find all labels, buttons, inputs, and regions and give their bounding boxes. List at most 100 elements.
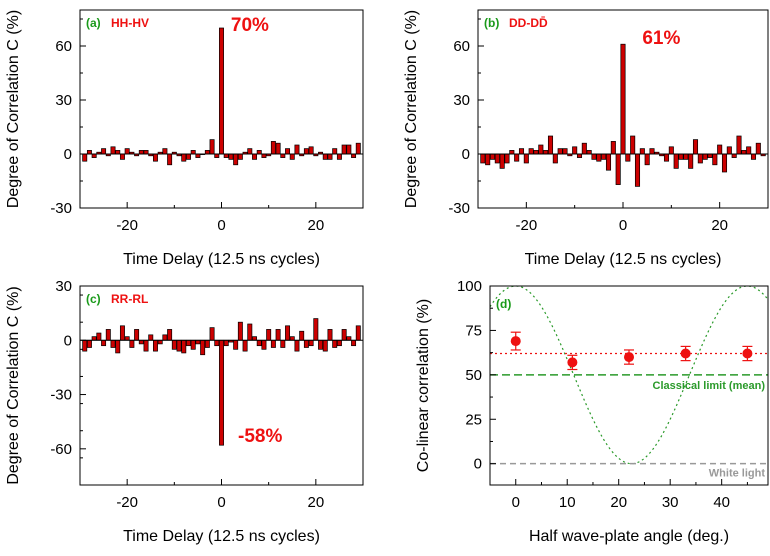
bar	[499, 153, 505, 169]
bar	[678, 153, 684, 160]
bar	[625, 153, 631, 162]
bar	[181, 153, 187, 162]
bar	[755, 142, 761, 155]
bar	[105, 329, 111, 341]
bar	[523, 153, 529, 164]
x-tick-label: 0	[217, 217, 225, 234]
bar	[313, 318, 319, 341]
cos-squared-curve	[489, 285, 769, 465]
bar	[152, 153, 158, 162]
bar	[134, 329, 140, 341]
bar	[596, 153, 602, 162]
bar	[157, 339, 163, 345]
bar	[110, 146, 116, 155]
x-tick-label: 10	[559, 494, 576, 511]
bar	[355, 325, 361, 341]
bar	[630, 135, 636, 155]
bar	[247, 148, 253, 155]
y-tick-label: -30	[448, 200, 470, 217]
bar	[620, 43, 626, 155]
data-point	[680, 348, 691, 359]
y-tick-label: 30	[453, 92, 470, 109]
x-tick-label: 30	[662, 494, 679, 511]
bar	[489, 153, 496, 160]
bar	[101, 339, 107, 347]
y-tick-label: -30	[50, 387, 72, 404]
bar	[280, 339, 286, 348]
bar	[204, 150, 210, 155]
panel-series-label: DD-DD̄	[509, 16, 548, 30]
bar	[82, 153, 88, 162]
bar	[712, 153, 718, 166]
x-tick-label: 40	[713, 494, 730, 511]
bar	[591, 153, 597, 160]
y-tick-label: 30	[55, 278, 72, 295]
bar	[683, 153, 689, 160]
bar	[581, 142, 587, 155]
bar	[138, 150, 144, 155]
panel-id-label: (b)	[484, 16, 499, 30]
bar	[717, 144, 723, 155]
bar	[480, 153, 486, 164]
x-axis-label: Time Delay (12.5 ns cycles)	[123, 528, 320, 545]
x-tick-label: 20	[307, 217, 324, 234]
bar	[204, 339, 210, 348]
x-tick-label: -20	[116, 217, 138, 234]
bar	[668, 146, 674, 155]
bar	[494, 153, 500, 164]
bar	[176, 339, 182, 352]
bar	[557, 148, 563, 155]
bar	[721, 153, 728, 173]
bar	[299, 330, 305, 341]
bar	[252, 153, 257, 160]
bar	[223, 339, 229, 347]
y-tick-label: 30	[55, 92, 72, 109]
bar	[688, 153, 694, 169]
bar	[547, 135, 554, 155]
bar	[726, 146, 732, 155]
panel-id-label: (a)	[86, 16, 101, 30]
bar	[736, 135, 742, 155]
bar	[294, 339, 300, 352]
bar	[138, 339, 144, 345]
chart-panel-b: -20 0 20 -30 0 30 60 Time Delay (12.5 ns cycles…	[403, 9, 769, 268]
bar	[266, 329, 272, 341]
bar	[171, 339, 177, 350]
bar	[233, 153, 239, 166]
bar	[308, 339, 314, 347]
x-tick-label: 0	[619, 217, 627, 234]
bar	[639, 148, 645, 155]
bar	[129, 339, 135, 348]
bar	[322, 153, 328, 160]
bar	[275, 329, 281, 341]
data-point	[510, 336, 521, 347]
bar	[195, 153, 201, 158]
bar	[351, 153, 357, 158]
bar	[162, 148, 168, 155]
bar	[181, 339, 187, 354]
bar	[209, 139, 215, 155]
bar	[562, 148, 568, 155]
bar	[543, 150, 549, 155]
bar	[605, 153, 612, 171]
y-axis-label: Degree of Correlation C (%)	[5, 10, 22, 208]
bar	[572, 146, 578, 155]
data-point	[624, 352, 634, 363]
bar	[707, 153, 713, 158]
percent-label: 70%	[231, 15, 269, 36]
chart-panel-d: 0 10 20 30 40 0 25 50 75 100 Half wave-plate angle…	[415, 278, 769, 545]
bar	[119, 325, 125, 341]
bar	[303, 148, 309, 155]
bar	[634, 153, 641, 187]
bar	[327, 329, 333, 341]
bar	[294, 144, 300, 155]
bar	[195, 339, 201, 345]
y-tick-label: 0	[474, 456, 482, 473]
x-tick-label: -20	[515, 217, 537, 234]
bar	[261, 339, 267, 350]
bar	[242, 339, 248, 352]
bar	[228, 153, 234, 160]
bar	[308, 146, 314, 155]
bar	[219, 27, 224, 155]
bar	[247, 323, 253, 341]
